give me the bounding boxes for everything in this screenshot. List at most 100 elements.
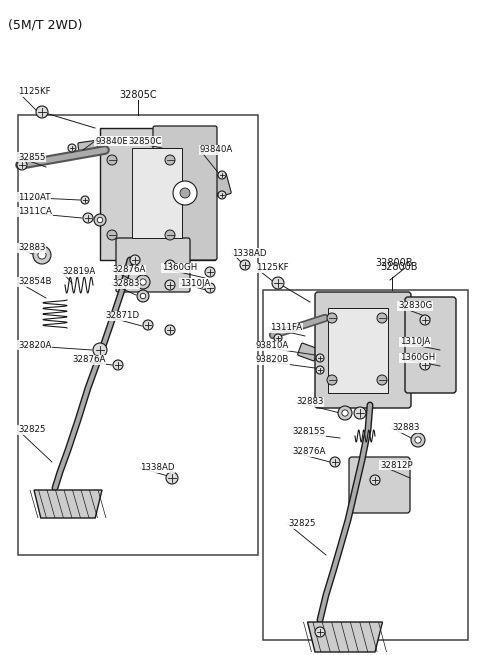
Circle shape bbox=[327, 375, 337, 385]
Text: 32825: 32825 bbox=[18, 426, 46, 434]
Circle shape bbox=[137, 290, 149, 302]
Text: 1125KF: 1125KF bbox=[18, 88, 50, 96]
Text: 32876A: 32876A bbox=[112, 265, 145, 274]
Circle shape bbox=[83, 213, 93, 223]
Text: 32850C: 32850C bbox=[128, 136, 161, 145]
Text: 32830G: 32830G bbox=[398, 301, 432, 310]
Text: 93820B: 93820B bbox=[256, 356, 289, 364]
FancyBboxPatch shape bbox=[116, 238, 190, 292]
Circle shape bbox=[327, 313, 337, 323]
Circle shape bbox=[97, 217, 103, 223]
Circle shape bbox=[140, 279, 146, 285]
Circle shape bbox=[330, 457, 340, 467]
Bar bbox=[18, 115, 258, 555]
Circle shape bbox=[33, 246, 51, 264]
Text: 32812P: 32812P bbox=[380, 460, 413, 470]
Text: 32876A: 32876A bbox=[292, 447, 325, 457]
Text: 1310JA: 1310JA bbox=[400, 337, 430, 346]
Text: 32883: 32883 bbox=[18, 244, 46, 252]
Text: 1120AT: 1120AT bbox=[18, 193, 50, 202]
Text: 1310JA: 1310JA bbox=[180, 278, 210, 288]
Circle shape bbox=[17, 160, 27, 170]
Circle shape bbox=[338, 406, 352, 420]
Text: 32825: 32825 bbox=[288, 519, 315, 529]
Text: 93840A: 93840A bbox=[200, 145, 233, 155]
Circle shape bbox=[420, 315, 430, 325]
Circle shape bbox=[94, 214, 106, 226]
Circle shape bbox=[411, 433, 425, 447]
Text: 32871D: 32871D bbox=[105, 312, 139, 320]
Text: 1311CA: 1311CA bbox=[18, 208, 52, 217]
Text: 93840E: 93840E bbox=[95, 136, 128, 145]
Text: 1125KF: 1125KF bbox=[256, 263, 288, 272]
Circle shape bbox=[240, 260, 250, 270]
Circle shape bbox=[370, 475, 380, 485]
FancyBboxPatch shape bbox=[213, 174, 231, 196]
Text: 32854B: 32854B bbox=[18, 278, 51, 286]
Text: 1360GH: 1360GH bbox=[162, 263, 197, 272]
Text: 93810A: 93810A bbox=[256, 341, 289, 350]
Circle shape bbox=[140, 293, 146, 299]
Text: (5M/T 2WD): (5M/T 2WD) bbox=[8, 18, 83, 31]
Circle shape bbox=[315, 627, 325, 637]
Circle shape bbox=[166, 472, 178, 484]
Circle shape bbox=[342, 410, 348, 416]
Circle shape bbox=[107, 230, 117, 240]
Circle shape bbox=[274, 334, 282, 342]
Circle shape bbox=[93, 343, 107, 357]
Circle shape bbox=[107, 155, 117, 165]
Circle shape bbox=[218, 171, 226, 179]
Circle shape bbox=[165, 155, 175, 165]
Polygon shape bbox=[34, 490, 102, 518]
Circle shape bbox=[173, 181, 197, 205]
Circle shape bbox=[354, 407, 366, 419]
Circle shape bbox=[272, 277, 284, 289]
FancyBboxPatch shape bbox=[315, 292, 411, 408]
Circle shape bbox=[205, 267, 215, 277]
Text: 1360GH: 1360GH bbox=[400, 354, 435, 362]
Circle shape bbox=[316, 354, 324, 362]
Text: 1338AD: 1338AD bbox=[232, 248, 266, 257]
Circle shape bbox=[130, 255, 140, 265]
Text: 32819A: 32819A bbox=[62, 267, 95, 276]
Bar bbox=[263, 290, 468, 640]
FancyBboxPatch shape bbox=[405, 297, 456, 393]
Circle shape bbox=[218, 191, 226, 199]
Bar bbox=[132, 148, 182, 238]
Circle shape bbox=[113, 360, 123, 370]
Circle shape bbox=[36, 106, 48, 118]
FancyBboxPatch shape bbox=[349, 457, 410, 513]
Circle shape bbox=[143, 320, 153, 330]
Circle shape bbox=[180, 188, 190, 198]
Circle shape bbox=[377, 313, 387, 323]
Text: 32820A: 32820A bbox=[18, 341, 51, 350]
Circle shape bbox=[165, 280, 175, 290]
Text: 1338AD: 1338AD bbox=[140, 464, 175, 472]
Text: 32800B: 32800B bbox=[380, 262, 418, 272]
Bar bbox=[328, 308, 388, 393]
Text: 32855: 32855 bbox=[18, 153, 46, 162]
FancyBboxPatch shape bbox=[78, 140, 98, 156]
Circle shape bbox=[136, 275, 150, 289]
Circle shape bbox=[316, 366, 324, 374]
Circle shape bbox=[420, 360, 430, 370]
Circle shape bbox=[205, 283, 215, 293]
Circle shape bbox=[415, 437, 421, 443]
FancyBboxPatch shape bbox=[298, 343, 318, 361]
Text: 32815S: 32815S bbox=[292, 428, 325, 436]
Text: 32805C: 32805C bbox=[119, 90, 157, 100]
Circle shape bbox=[38, 251, 46, 259]
Text: 32883: 32883 bbox=[296, 398, 324, 407]
Text: 32876A: 32876A bbox=[72, 356, 106, 364]
FancyBboxPatch shape bbox=[153, 126, 217, 260]
Circle shape bbox=[81, 196, 89, 204]
Circle shape bbox=[165, 260, 175, 270]
Text: 32800B: 32800B bbox=[375, 258, 412, 268]
Circle shape bbox=[165, 325, 175, 335]
Polygon shape bbox=[308, 622, 383, 652]
Polygon shape bbox=[100, 128, 215, 260]
Text: 32883: 32883 bbox=[112, 280, 140, 288]
Circle shape bbox=[68, 144, 76, 152]
Circle shape bbox=[165, 230, 175, 240]
Text: 1311FA: 1311FA bbox=[270, 324, 302, 333]
